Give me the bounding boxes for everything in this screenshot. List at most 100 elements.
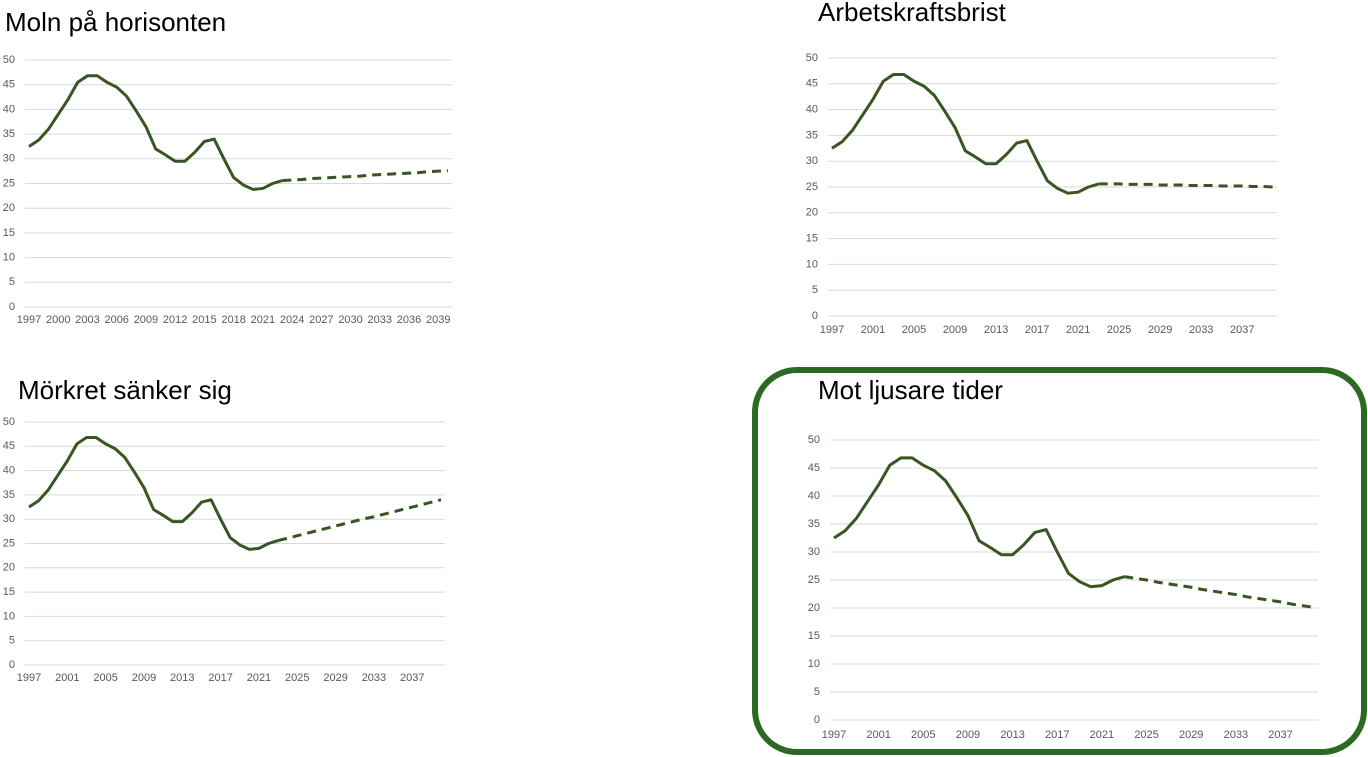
x-tick-label: 2013 bbox=[984, 324, 1008, 336]
y-tick-label: 25 bbox=[3, 177, 15, 189]
x-tick-label: 2001 bbox=[861, 324, 885, 336]
y-tick-label: 50 bbox=[3, 416, 15, 428]
chart-panel: Mörkret sänker sig0510152025303540455019… bbox=[3, 375, 445, 684]
x-tick-label: 2029 bbox=[1148, 324, 1172, 336]
y-tick-label: 50 bbox=[3, 54, 15, 66]
highlight-frame bbox=[752, 367, 1367, 755]
y-tick-label: 10 bbox=[806, 258, 818, 270]
line-series bbox=[277, 498, 442, 543]
y-tick-label: 5 bbox=[814, 686, 820, 698]
x-tick-label: 2033 bbox=[1224, 729, 1248, 741]
line-series bbox=[1124, 575, 1315, 609]
y-tick-label: 10 bbox=[808, 658, 820, 670]
x-tick-label: 1997 bbox=[17, 314, 41, 326]
x-tick-label: 2018 bbox=[221, 314, 245, 326]
y-tick-label: 15 bbox=[3, 227, 15, 239]
x-tick-label: 2017 bbox=[1025, 324, 1049, 336]
x-tick-label: 2021 bbox=[1066, 324, 1090, 336]
x-tick-label: 2037 bbox=[1268, 729, 1292, 741]
x-tick-label: 2009 bbox=[943, 324, 967, 336]
y-tick-label: 45 bbox=[808, 462, 820, 474]
y-tick-label: 5 bbox=[9, 276, 15, 288]
x-tick-label: 2029 bbox=[1179, 729, 1203, 741]
chart-title: Arbetskraftsbrist bbox=[818, 0, 1007, 27]
y-tick-label: 30 bbox=[806, 155, 818, 167]
x-tick-label: 2039 bbox=[426, 314, 450, 326]
line-series bbox=[282, 169, 449, 183]
chart-title: Moln på horisonten bbox=[5, 7, 226, 37]
y-tick-label: 20 bbox=[808, 602, 820, 614]
line-series bbox=[833, 456, 1125, 589]
x-tick-label: 1997 bbox=[17, 672, 41, 684]
chart-title: Mörkret sänker sig bbox=[18, 375, 232, 405]
y-tick-label: 40 bbox=[3, 465, 15, 477]
chart-title: Mot ljusare tider bbox=[818, 375, 1003, 405]
x-tick-label: 2037 bbox=[400, 672, 424, 684]
y-tick-label: 0 bbox=[814, 714, 820, 726]
y-tick-label: 45 bbox=[3, 79, 15, 91]
y-tick-label: 50 bbox=[808, 434, 820, 446]
chart-panel: Moln på horisonten 0 5 10 15 20 25 30 35 40 45 50 19… bbox=[3, 7, 452, 326]
y-tick-label: 30 bbox=[3, 513, 15, 525]
x-tick-label: 2012 bbox=[163, 314, 187, 326]
y-tick-label: 5 bbox=[812, 284, 818, 296]
y-tick-label: 30 bbox=[808, 546, 820, 558]
y-tick-label: 40 bbox=[806, 104, 818, 116]
x-tick-label: 2017 bbox=[208, 672, 232, 684]
y-tick-label: 35 bbox=[3, 128, 15, 140]
x-tick-label: 2015 bbox=[192, 314, 216, 326]
y-tick-label: 0 bbox=[9, 659, 15, 671]
x-tick-label: 2025 bbox=[1134, 729, 1158, 741]
x-tick-label: 2025 bbox=[285, 672, 309, 684]
y-tick-label: 20 bbox=[3, 562, 15, 574]
x-tick-label: 1997 bbox=[820, 324, 844, 336]
x-tick-label: 2006 bbox=[104, 314, 128, 326]
y-tick-label: 0 bbox=[9, 301, 15, 313]
x-tick-label: 2033 bbox=[368, 314, 392, 326]
x-tick-label: 2013 bbox=[1000, 729, 1024, 741]
x-tick-label: 2017 bbox=[1045, 729, 1069, 741]
line-series bbox=[28, 436, 279, 551]
y-tick-label: 10 bbox=[3, 610, 15, 622]
y-tick-label: 15 bbox=[808, 630, 820, 642]
y-tick-label: 25 bbox=[806, 181, 818, 193]
x-tick-label: 2021 bbox=[247, 672, 271, 684]
line-series bbox=[831, 73, 1100, 195]
y-tick-label: 30 bbox=[3, 153, 15, 165]
y-tick-label: 35 bbox=[3, 489, 15, 501]
x-tick-label: 2037 bbox=[1230, 324, 1254, 336]
y-tick-label: 0 bbox=[812, 310, 818, 322]
x-tick-label: 2021 bbox=[1090, 729, 1114, 741]
x-tick-label: 2000 bbox=[46, 314, 70, 326]
y-tick-label: 20 bbox=[3, 202, 15, 214]
x-tick-label: 2030 bbox=[338, 314, 362, 326]
chart-panel: Mot ljusare tider05101520253035404550199… bbox=[808, 375, 1318, 741]
y-tick-label: 50 bbox=[806, 52, 818, 64]
y-tick-label: 40 bbox=[3, 103, 15, 115]
y-tick-label: 25 bbox=[3, 537, 15, 549]
x-tick-label: 2013 bbox=[170, 672, 194, 684]
x-tick-label: 2009 bbox=[956, 729, 980, 741]
x-tick-label: 2036 bbox=[397, 314, 421, 326]
chart-panel: Arbetskraftsbrist05101520253035404550199… bbox=[806, 0, 1277, 336]
y-tick-label: 5 bbox=[9, 635, 15, 647]
x-tick-label: 2005 bbox=[902, 324, 926, 336]
y-tick-label: 15 bbox=[3, 586, 15, 598]
y-tick-label: 15 bbox=[806, 233, 818, 245]
x-tick-label: 2024 bbox=[280, 314, 304, 326]
y-tick-label: 35 bbox=[808, 518, 820, 530]
line-series bbox=[28, 74, 283, 191]
x-tick-label: 2033 bbox=[1189, 324, 1213, 336]
y-tick-label: 35 bbox=[806, 129, 818, 141]
x-tick-label: 2021 bbox=[251, 314, 275, 326]
x-tick-label: 2001 bbox=[866, 729, 890, 741]
x-tick-label: 2025 bbox=[1107, 324, 1131, 336]
x-tick-label: 2005 bbox=[93, 672, 117, 684]
y-tick-label: 20 bbox=[806, 207, 818, 219]
y-tick-label: 25 bbox=[808, 574, 820, 586]
x-tick-label: 1997 bbox=[822, 729, 846, 741]
x-tick-label: 2027 bbox=[309, 314, 333, 326]
x-tick-label: 2009 bbox=[134, 314, 158, 326]
x-tick-label: 2029 bbox=[323, 672, 347, 684]
